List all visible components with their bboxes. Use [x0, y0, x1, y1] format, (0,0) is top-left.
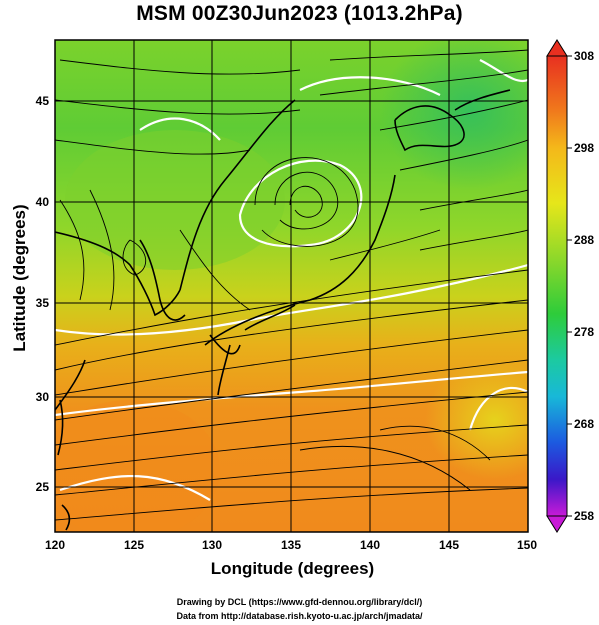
- wind-streamlines: [55, 49, 528, 521]
- x-tick-label: 130: [202, 538, 222, 552]
- colorbar-tick-label: 308: [574, 49, 594, 63]
- colorbar: [546, 39, 572, 533]
- colorbar-tick-label: 298: [574, 141, 594, 155]
- y-tick-label: 40: [36, 195, 50, 209]
- x-tick-label: 120: [45, 538, 65, 552]
- y-tick-label: 30: [36, 390, 50, 404]
- y-tick-label: 45: [36, 94, 50, 108]
- x-tick-label: 125: [124, 538, 144, 552]
- map-title: MSM 00Z30Jun2023 (1013.2hPa): [136, 2, 463, 25]
- x-axis-label: Longitude (degrees): [210, 559, 375, 578]
- colorbar-tick-label: 258: [574, 509, 594, 523]
- temperature-field: [55, 40, 528, 532]
- grid-lines: [55, 40, 528, 532]
- credit-data: Data from http://database.rish.kyoto-u.a…: [176, 611, 423, 621]
- colorbar-tick-label: 288: [574, 233, 594, 247]
- colorbar-tick-labels: 308 298 288 278 268 258: [574, 49, 594, 523]
- y-tick-label: 25: [36, 480, 50, 494]
- colorbar-tick-label: 278: [574, 325, 594, 339]
- coastlines: [55, 89, 511, 531]
- x-tick-label: 150: [517, 538, 537, 552]
- plot-frame: [54, 39, 529, 533]
- credit-drawing: Drawing by DCL (https://www.gfd-dennou.o…: [176, 597, 423, 607]
- x-tick-label: 145: [439, 538, 459, 552]
- x-tick-label: 140: [360, 538, 380, 552]
- x-tick-labels: 120 125 130 135 140 145 150: [45, 538, 537, 552]
- y-tick-labels: 25 30 35 40 45: [36, 94, 50, 494]
- x-tick-label: 135: [281, 538, 301, 552]
- isotherm-contours: [55, 59, 528, 501]
- colorbar-tick-label: 268: [574, 417, 594, 431]
- y-tick-label: 35: [36, 296, 50, 310]
